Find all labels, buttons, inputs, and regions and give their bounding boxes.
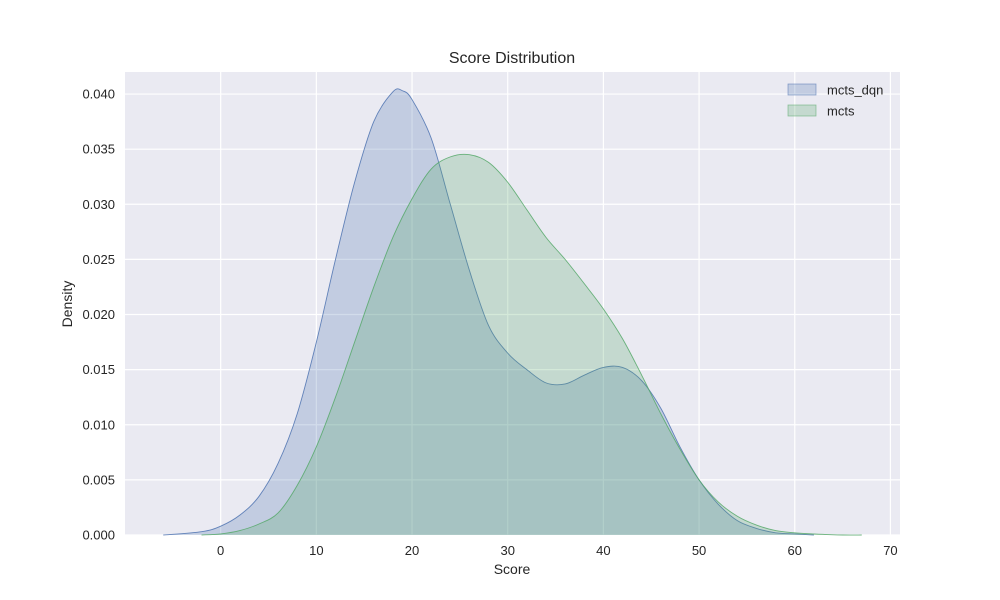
y-tick-label: 0.005 [82,472,115,487]
y-tick-label: 0.030 [82,197,115,212]
x-axis-label: Score [494,561,531,577]
density-line-mcts [201,153,862,536]
x-tick-label: 60 [788,543,802,558]
density-areas [163,88,862,536]
x-tick-label: 30 [500,543,514,558]
legend-swatch-mcts_dqn [787,83,817,96]
density-area-mcts [201,154,862,536]
y-tick-label: 0.035 [82,142,115,157]
x-tick-label: 20 [405,543,419,558]
y-tick-label: 0.025 [82,252,115,267]
y-axis-label: Density [59,281,75,328]
legend-label-mcts: mcts [827,104,855,119]
x-tick-label: 0 [217,543,224,558]
y-tick-label: 0.010 [82,417,115,432]
x-axis-ticks: 0 10 20 30 40 50 60 70 [217,543,898,558]
x-tick-label: 50 [692,543,706,558]
y-tick-label: 0.020 [82,307,115,322]
y-tick-label: 0.040 [82,87,115,102]
y-tick-label: 0.000 [82,528,115,543]
legend-swatch-mcts [787,104,817,117]
grid-lines [125,72,900,536]
y-tick-label: 0.015 [82,362,115,377]
legend-label-mcts_dqn: mcts_dqn [827,83,883,98]
y-axis-ticks: 0.000 0.005 0.010 0.015 0.020 0.025 0.030 0.035… [82,87,115,543]
x-tick-label: 40 [596,543,610,558]
x-tick-label: 70 [883,543,897,558]
chart-title: Score Distribution [449,50,575,67]
x-tick-label: 10 [309,543,323,558]
